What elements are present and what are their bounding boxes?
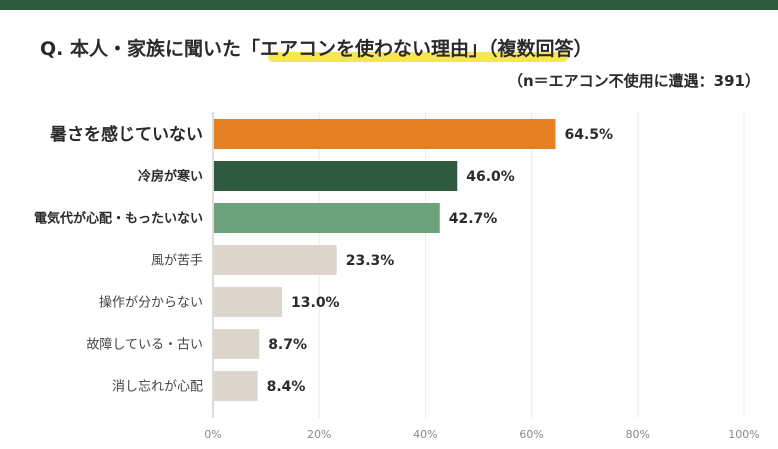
bar (214, 245, 337, 275)
x-tick-label: 40% (413, 428, 437, 441)
data-label: 42.7% (449, 211, 498, 227)
x-tick-label: 100% (728, 428, 759, 441)
data-label: 64.5% (564, 127, 613, 143)
data-label: 23.3% (346, 253, 395, 269)
bar (214, 287, 283, 317)
x-tick-label: 80% (626, 428, 650, 441)
category-label: 冷房が寒い (138, 169, 203, 185)
x-tick-label: 20% (307, 428, 331, 441)
data-label: 8.7% (268, 337, 307, 353)
data-label: 46.0% (466, 169, 515, 185)
chart-title: Q. 本人・家族に聞いた「エアコンを使わない理由」（複数回答） (40, 38, 593, 60)
category-label: 故障している・古い (86, 338, 203, 353)
bar (214, 203, 440, 233)
x-tick-label: 60% (519, 428, 543, 441)
category-label: 操作が分からない (99, 295, 203, 311)
x-tick-label: 0% (204, 428, 221, 441)
bar (214, 119, 556, 149)
category-label: 電気代が心配・もったいない (34, 211, 203, 227)
bar (214, 329, 260, 359)
bar (214, 371, 258, 401)
bar (214, 161, 458, 191)
top-accent-bar (0, 0, 778, 10)
category-label: 消し忘れが心配 (112, 380, 203, 395)
category-label: 暑さを感じていない (50, 124, 203, 145)
title-highlight (268, 52, 568, 62)
category-label: 風が苦手 (151, 253, 203, 269)
data-label: 13.0% (291, 295, 340, 311)
data-label: 8.4% (267, 379, 306, 395)
chart-subtitle: （n＝エアコン不使用に遭遇：391） (508, 72, 760, 90)
